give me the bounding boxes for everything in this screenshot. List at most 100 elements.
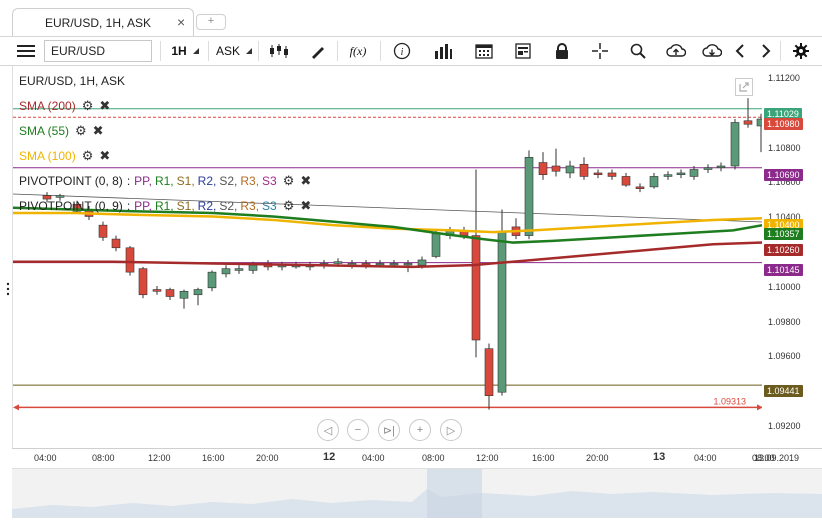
bearish-candle[interactable] [42, 195, 52, 200]
pivot-r3: R3, [240, 199, 260, 213]
settings-button[interactable] [788, 37, 814, 65]
time-tick-label: 12:00 [476, 453, 499, 463]
new-tab-button[interactable]: + [196, 14, 226, 30]
gear-icon[interactable]: ⚙ [282, 173, 295, 188]
time-axis[interactable]: 04:00 08:00 12:00 16:00 20:00 12 04:00 08:00 12:… [12, 448, 822, 468]
indicators-button[interactable]: f(x) [340, 37, 376, 65]
bearish-candle[interactable] [152, 289, 162, 292]
side-dropdown[interactable]: ASK [214, 37, 254, 65]
draw-tool-button[interactable] [300, 37, 336, 65]
bearish-candle[interactable] [551, 165, 561, 172]
gear-icon[interactable]: ⚙ [75, 123, 87, 138]
arrow-left-icon [13, 404, 19, 411]
close-icon[interactable]: ✖ [99, 148, 111, 163]
news-button[interactable] [504, 37, 542, 65]
prev-button[interactable] [730, 37, 750, 65]
bullish-candle[interactable] [565, 165, 575, 174]
zoom-button[interactable] [620, 37, 656, 65]
bearish-candle[interactable] [593, 172, 603, 175]
bearish-candle[interactable] [579, 163, 589, 177]
bullish-candle[interactable] [55, 195, 65, 198]
scroll-right-button[interactable]: ▷ [440, 419, 462, 441]
bearish-candle[interactable] [607, 172, 617, 177]
close-icon[interactable]: ✖ [92, 123, 104, 138]
bullish-candle[interactable] [730, 122, 740, 167]
price-axis[interactable]: 1.112001.110001.108001.106001.104001.102… [762, 66, 822, 448]
bearish-candle[interactable] [635, 186, 645, 189]
pivot-s3: S3 [262, 174, 277, 188]
bullish-candle[interactable] [649, 176, 659, 188]
navigator-panel[interactable] [12, 468, 822, 518]
popout-button[interactable] [735, 78, 753, 96]
bullish-candle[interactable] [497, 231, 507, 393]
pivot1-label: PIVOTPOINT (0, 8) [19, 174, 123, 188]
bullish-candle[interactable] [689, 169, 699, 177]
reset-zoom-button[interactable]: ⊳| [378, 419, 400, 441]
bullish-candle[interactable] [417, 259, 427, 266]
bullish-candle[interactable] [193, 289, 203, 296]
bar-chart-icon [435, 44, 452, 59]
download-button[interactable] [694, 37, 730, 65]
price-tag: 1.10260 [764, 244, 803, 256]
pivot-s1: S1, [176, 174, 195, 188]
bearish-candle[interactable] [538, 162, 548, 175]
bullish-candle[interactable] [207, 271, 217, 289]
bullish-candle[interactable] [179, 290, 189, 299]
bearish-candle[interactable] [165, 289, 175, 297]
bearish-candle[interactable] [98, 224, 108, 238]
next-button[interactable] [756, 37, 776, 65]
bearish-candle[interactable] [125, 247, 135, 273]
bullish-candle[interactable] [248, 264, 258, 271]
close-icon[interactable]: ✖ [300, 198, 312, 213]
bearish-candle[interactable] [621, 176, 631, 186]
chart-type-button[interactable] [262, 37, 298, 65]
separator [208, 41, 209, 61]
bullish-candle[interactable] [234, 268, 244, 271]
zoom-in-button[interactable]: + [409, 419, 431, 441]
menu-button[interactable] [12, 37, 40, 65]
bullish-candle[interactable] [716, 165, 726, 169]
bullish-candle[interactable] [403, 263, 413, 266]
upload-button[interactable] [658, 37, 694, 65]
bullish-candle[interactable] [389, 263, 399, 266]
bullish-candle[interactable] [663, 174, 673, 177]
chart-plot-area[interactable]: 1.09313 [12, 66, 763, 448]
close-icon[interactable]: ✖ [99, 98, 111, 113]
bullish-candle[interactable] [375, 263, 385, 266]
sma100-line [13, 211, 763, 234]
close-icon[interactable]: ✖ [300, 173, 312, 188]
pivot-separator: : [126, 199, 131, 213]
timeframe-dropdown[interactable]: 1H [166, 37, 204, 65]
bullish-candle[interactable] [333, 261, 343, 264]
bullish-candle[interactable] [524, 157, 534, 236]
close-tab-icon[interactable]: × [177, 14, 186, 30]
calendar-button[interactable] [466, 37, 502, 65]
panel-resize-handle[interactable] [6, 282, 10, 299]
trend-line [13, 193, 763, 223]
gear-icon[interactable]: ⚙ [282, 198, 295, 213]
price-tick-label: 1.10800 [768, 142, 801, 153]
bearish-candle[interactable] [138, 268, 148, 296]
bullish-candle[interactable] [703, 167, 713, 170]
zoom-out-button[interactable]: − [347, 419, 369, 441]
chart-tab[interactable]: EUR/USD, 1H, ASK × [12, 8, 194, 36]
gear-icon[interactable]: ⚙ [81, 148, 94, 163]
bearish-candle[interactable] [471, 235, 481, 341]
bearish-candle[interactable] [484, 348, 494, 396]
navigator-selection[interactable] [427, 469, 482, 518]
bullish-candle[interactable] [676, 172, 686, 175]
crosshair-button[interactable] [582, 37, 618, 65]
lock-button[interactable] [544, 37, 580, 65]
gear-icon[interactable]: ⚙ [81, 98, 94, 113]
symbol-input[interactable]: EUR/USD [44, 40, 152, 62]
bearish-candle[interactable] [743, 120, 753, 125]
volume-button[interactable] [424, 37, 462, 65]
bullish-candle[interactable] [221, 268, 231, 275]
bearish-candle[interactable] [111, 238, 121, 249]
bullish-candle[interactable] [756, 118, 763, 127]
low-marker-label: 1.09313 [713, 396, 746, 406]
bearish-candle[interactable] [72, 203, 82, 212]
info-button[interactable]: i [384, 37, 420, 65]
scroll-left-button[interactable]: ◁ [317, 419, 339, 441]
bullish-candle[interactable] [431, 233, 441, 257]
